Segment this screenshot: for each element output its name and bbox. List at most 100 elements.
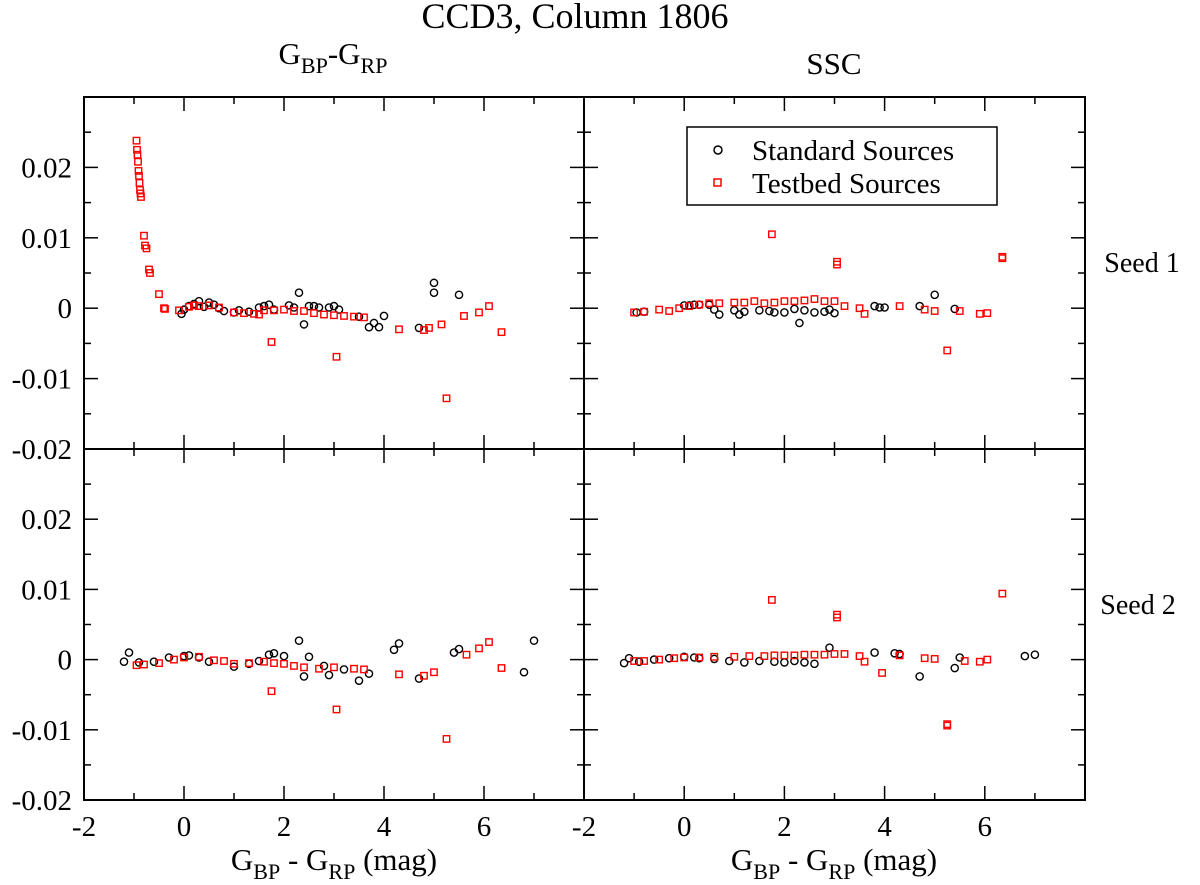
testbed-source-point bbox=[730, 652, 739, 661]
testbed-source-point bbox=[430, 668, 438, 677]
testbed-source-point bbox=[710, 652, 719, 661]
standard-source-point bbox=[649, 655, 659, 664]
testbed-source-point bbox=[300, 663, 308, 672]
testbed-source-point bbox=[695, 653, 704, 662]
testbed-source-point bbox=[760, 652, 769, 660]
testbed-source-point bbox=[960, 657, 969, 665]
testbed-source-point bbox=[395, 325, 403, 334]
standard-source-point bbox=[519, 667, 529, 677]
testbed-source-point bbox=[250, 309, 258, 318]
standard-source-point bbox=[294, 636, 304, 645]
panel-gbp-grp-seed2 bbox=[83, 448, 585, 801]
testbed-source-point bbox=[205, 301, 213, 310]
standard-source-point bbox=[199, 302, 209, 312]
standard-source-point bbox=[755, 656, 764, 666]
testbed-source-point bbox=[878, 669, 886, 677]
standard-source-point bbox=[870, 301, 879, 311]
standard-source-point bbox=[830, 308, 839, 318]
standard-source-point bbox=[324, 303, 334, 312]
testbed-source-point bbox=[770, 298, 779, 307]
testbed-source-point bbox=[790, 297, 799, 306]
column-title-gbp-grp: GBP-GRP bbox=[279, 36, 388, 78]
testbed-source-point bbox=[360, 313, 368, 322]
y-tick-label: 0 bbox=[58, 645, 73, 677]
standard-source-point bbox=[790, 656, 799, 666]
testbed-source-point bbox=[860, 309, 869, 318]
standard-source-point bbox=[800, 658, 809, 667]
standard-source-point bbox=[259, 301, 269, 311]
x-axis-label-right: GBP - GRP (mag) bbox=[731, 842, 937, 884]
standard-source-point bbox=[314, 303, 324, 312]
standard-source-point bbox=[790, 304, 799, 314]
standard-source-point bbox=[264, 300, 274, 309]
testbed-source-point bbox=[175, 306, 183, 315]
standard-source-point bbox=[810, 659, 819, 669]
legend: Standard Sources Testbed Sources bbox=[686, 126, 998, 206]
testbed-source-point bbox=[745, 652, 754, 660]
standard-source-point bbox=[354, 312, 364, 321]
x-tick-label: 0 bbox=[177, 811, 192, 843]
testbed-source-point bbox=[155, 659, 163, 668]
testbed-source-point bbox=[920, 305, 929, 314]
testbed-source-point bbox=[895, 302, 904, 310]
testbed-source-point bbox=[315, 664, 323, 673]
testbed-source-point bbox=[350, 664, 358, 673]
standard-source-point bbox=[329, 301, 339, 311]
testbed-source-point bbox=[134, 167, 143, 175]
testbed-source-point bbox=[180, 653, 188, 662]
testbed-source-point bbox=[442, 735, 451, 743]
y-tick-label: -0.02 bbox=[12, 785, 72, 817]
standard-source-point bbox=[780, 658, 789, 667]
x-tick-label: 4 bbox=[877, 811, 892, 843]
x-axis-label-left: GBP - GRP (mag) bbox=[231, 842, 437, 884]
x-tick-labels: -2 0 2 4 6 -2 0 2 4 6 bbox=[72, 811, 992, 843]
standard-source-point bbox=[740, 307, 749, 317]
testbed-source-point bbox=[160, 304, 168, 313]
standard-source-point bbox=[334, 305, 344, 314]
standard-source-point bbox=[429, 278, 439, 288]
testbed-source-point bbox=[930, 654, 939, 663]
x-tick-label: 6 bbox=[978, 811, 993, 843]
standard-source-point bbox=[279, 651, 289, 661]
testbed-source-point bbox=[675, 304, 684, 313]
testbed-source-point bbox=[332, 705, 341, 714]
testbed-source-point bbox=[360, 665, 368, 674]
testbed-source-point bbox=[760, 299, 769, 308]
y-tick-label: 0.01 bbox=[21, 574, 72, 606]
testbed-source-point bbox=[975, 309, 984, 318]
standard-source-point bbox=[820, 307, 829, 317]
testbed-source-point bbox=[640, 657, 649, 665]
standard-source-point bbox=[1030, 650, 1040, 659]
standard-source-point bbox=[364, 669, 374, 678]
y-tick-label: 0.02 bbox=[21, 504, 72, 536]
testbed-source-point bbox=[267, 338, 276, 346]
standard-source-point bbox=[740, 658, 749, 667]
standard-source-point bbox=[164, 653, 174, 662]
standard-source-point bbox=[709, 305, 719, 314]
testbed-source-point bbox=[630, 308, 639, 317]
testbed-source-point bbox=[215, 303, 223, 312]
standard-source-point bbox=[755, 306, 764, 315]
testbed-source-point bbox=[161, 305, 169, 313]
testbed-source-point bbox=[420, 326, 428, 334]
testbed-source-point bbox=[290, 307, 298, 315]
standard-source-point bbox=[304, 652, 314, 662]
testbed-source-point bbox=[260, 657, 268, 666]
testbed-source-point bbox=[830, 650, 839, 658]
testbed-source-point bbox=[460, 312, 468, 320]
standard-source-point bbox=[389, 645, 399, 655]
testbed-source-point bbox=[133, 145, 141, 154]
standard-source-point bbox=[184, 651, 194, 660]
y-tick-label: 0.02 bbox=[21, 152, 72, 184]
testbed-source-point bbox=[998, 254, 1007, 263]
standard-source-point bbox=[414, 323, 424, 333]
standard-source-point bbox=[765, 306, 774, 316]
testbed-source-point bbox=[137, 193, 145, 201]
panel-frame bbox=[83, 448, 585, 801]
standard-source-point bbox=[634, 657, 644, 667]
testbed-source-point bbox=[780, 297, 789, 306]
standard-source-point bbox=[324, 670, 334, 680]
x-tick-label: 4 bbox=[377, 811, 392, 843]
y-tick-labels: -0.01 0 0.01 0.02 -0.02 -0.01 0 0.01 0.02 -0.02 bbox=[12, 152, 72, 817]
